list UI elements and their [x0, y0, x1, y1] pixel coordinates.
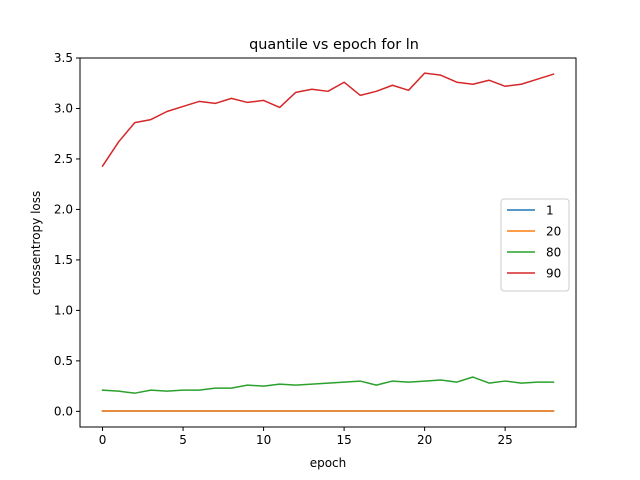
series-layer — [101, 72, 555, 412]
legend-label-90: 90 — [546, 267, 561, 281]
x-tick-label: 5 — [179, 433, 187, 447]
y-axis: 0.0 0.5 1.0 1.5 2.0 2.5 3.0 3.5 — [54, 51, 80, 418]
x-axis-label: epoch — [310, 456, 347, 470]
legend-label-1: 1 — [546, 204, 554, 218]
y-tick-label: 2.5 — [54, 152, 73, 166]
plot-area — [79, 57, 577, 428]
legend-label-80: 80 — [546, 246, 561, 260]
x-tick-label: 20 — [417, 433, 432, 447]
y-tick-label: 1.0 — [54, 303, 73, 317]
legend-frame — [500, 198, 570, 292]
y-axis-label: crossentropy loss — [29, 191, 43, 296]
legend: 1 20 80 90 — [500, 198, 570, 292]
y-tick-label: 1.5 — [54, 253, 73, 267]
y-tick-label: 3.0 — [54, 101, 73, 115]
y-tick-label: 0.0 — [54, 404, 73, 418]
x-tick-label: 25 — [498, 433, 513, 447]
series-line-90 — [101, 72, 555, 168]
y-tick-label: 0.5 — [54, 354, 73, 368]
x-tick-label: 0 — [99, 433, 107, 447]
series-line-80 — [101, 376, 555, 394]
x-tick-label: 15 — [336, 433, 351, 447]
chart-title: quantile vs epoch for ln — [249, 37, 419, 53]
x-tick-label: 10 — [256, 433, 271, 447]
x-axis: 0 5 10 15 20 25 — [99, 427, 513, 447]
y-tick-label: 3.5 — [54, 51, 73, 65]
y-tick-label: 2.0 — [54, 202, 73, 216]
legend-label-20: 20 — [546, 225, 561, 239]
plot-frame — [79, 57, 577, 428]
